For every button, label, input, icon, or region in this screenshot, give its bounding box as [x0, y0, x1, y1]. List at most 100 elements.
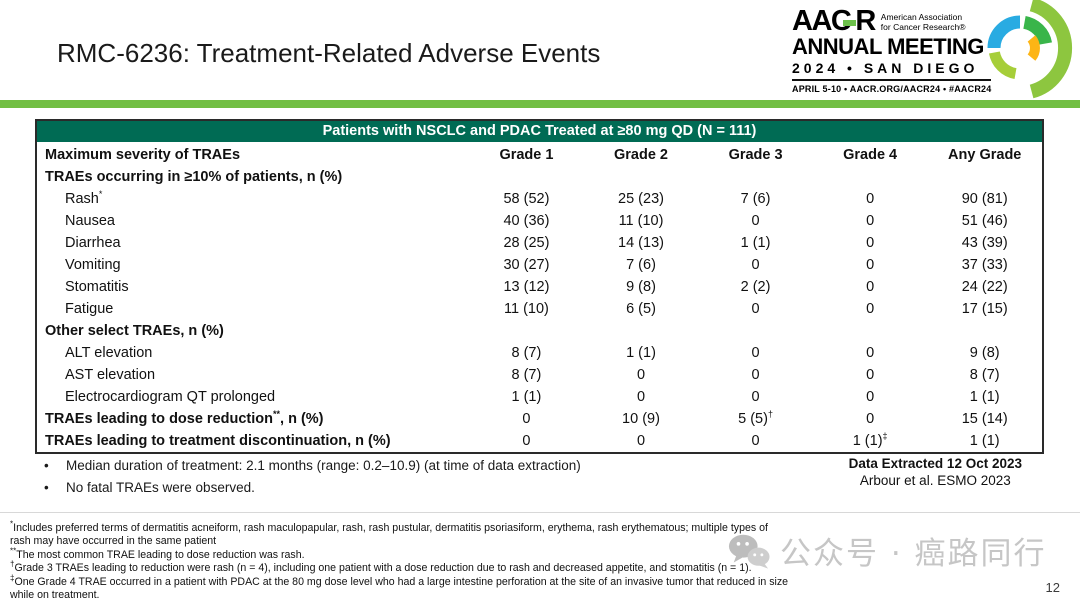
aacr-letters-right: R	[855, 5, 876, 37]
footnote: *Includes preferred terms of dermatitis …	[10, 519, 768, 548]
row-label: AST elevation	[65, 367, 156, 383]
header-grade1: Grade 1	[499, 147, 554, 163]
row-value: 8 (7)	[511, 367, 542, 383]
watermark: 公众号 · 癌路同行	[728, 528, 1047, 573]
row-value: 0	[866, 257, 875, 273]
association-line2: for Cancer Research®	[880, 22, 966, 33]
row-label: Vomiting	[65, 257, 121, 273]
green-accent-bar	[0, 100, 1080, 108]
row-value: 0	[751, 433, 760, 449]
row-value: 43 (39)	[961, 235, 1008, 251]
table-row: ALT elevation 8 (7) 1 (1) 0 0 9 (8)	[37, 342, 1042, 364]
row-value: 0	[866, 411, 875, 427]
row-value: 8 (7)	[511, 345, 542, 361]
row-value: 0	[751, 345, 760, 361]
row-value: 0	[522, 433, 531, 449]
row-label: TRAEs occurring in ≥10% of patients, n (…	[45, 169, 343, 185]
row-label: Diarrhea	[65, 235, 121, 251]
header-grade4: Grade 4	[843, 147, 898, 163]
row-value: 1 (1)	[511, 389, 542, 405]
row-value: 2 (2)	[740, 279, 771, 295]
table-header-row: Maximum severity of TRAEs Grade 1 Grade …	[37, 144, 1042, 166]
row-value: 9 (8)	[626, 279, 656, 295]
note-bullet: Median duration of treatment: 2.1 months…	[44, 458, 581, 473]
data-extracted-date: Data Extracted 12 Oct 2023	[848, 456, 1022, 471]
row-value: 14 (13)	[618, 235, 664, 251]
slide-title: RMC-6236: Treatment-Related Adverse Even…	[57, 38, 601, 68]
aacr-pinwheel-icon	[987, 0, 1073, 99]
row-label: Stomatitis	[65, 279, 129, 295]
aacr-logo: AAC R American Association for Cancer Res…	[780, 0, 1076, 99]
table-row: Vomiting 30 (27) 7 (6) 0 0 37 (33)	[37, 254, 1042, 276]
row-value: 0	[751, 367, 760, 383]
year-city-text: 2024 • SAN DIEGO	[792, 60, 992, 81]
page-number: 12	[1045, 580, 1060, 595]
trae-table: Patients with NSCLC and PDAC Treated at …	[35, 119, 1044, 454]
aacr-green-dash-icon	[843, 19, 857, 26]
row-value: 0	[636, 433, 646, 449]
row-value	[698, 166, 813, 188]
row-value: 1 (1)	[969, 389, 1000, 405]
row-value	[927, 320, 1042, 342]
footnotes-block: *Includes preferred terms of dermatitis …	[10, 519, 790, 602]
row-value: 6 (5)	[626, 301, 656, 317]
row-value: 15 (14)	[961, 411, 1008, 427]
row-label: Rash*	[65, 189, 103, 207]
row-value: 0	[751, 301, 760, 317]
row-value: 11 (10)	[504, 301, 549, 317]
row-value	[469, 320, 584, 342]
row-value: 0	[866, 367, 875, 383]
row-value	[813, 166, 928, 188]
row-value: 51 (46)	[961, 213, 1008, 229]
row-value: 1 (1)	[969, 433, 1000, 449]
row-value: 7 (6)	[626, 257, 656, 273]
row-label: Other select TRAEs, n (%)	[45, 323, 224, 339]
row-value: 13 (12)	[503, 279, 550, 295]
row-value: 1 (1)	[626, 345, 656, 361]
row-value: 0	[866, 213, 875, 229]
row-value: 0	[751, 213, 760, 229]
association-line1: American Association	[880, 12, 963, 22]
row-value: 0	[866, 345, 875, 361]
aacr-wordmark: AAC R	[792, 5, 876, 37]
row-value: 9 (8)	[969, 345, 1000, 361]
row-value: 0	[751, 257, 760, 273]
table-row: Diarrhea 28 (25) 14 (13) 1 (1) 0 43 (39)	[37, 232, 1042, 254]
aacr-wordmark-block: AAC R American Association for Cancer Res…	[792, 5, 992, 94]
row-value: 8 (7)	[969, 367, 1000, 383]
row-value	[927, 166, 1042, 188]
row-value: 17 (15)	[961, 301, 1008, 317]
table-row: Rash* 58 (52) 25 (23) 7 (6) 0 90 (81)	[37, 188, 1042, 210]
table-row: Fatigue 11 (10) 6 (5) 0 0 17 (15)	[37, 298, 1042, 320]
row-value: 40 (36)	[503, 213, 550, 229]
header-label: Maximum severity of TRAEs	[45, 147, 241, 163]
aacr-letters-left: AAC	[792, 5, 852, 37]
header-any-grade: Any Grade	[948, 147, 1022, 163]
row-value: 0	[636, 389, 646, 405]
row-value	[584, 320, 699, 342]
footnote: **The most common TRAE leading to dose r…	[10, 546, 305, 561]
row-value	[813, 320, 928, 342]
row-value: 0	[866, 279, 875, 295]
row-label: Fatigue	[65, 301, 114, 317]
row-value: 0	[751, 389, 760, 405]
footnote-divider	[0, 512, 1080, 513]
row-value: 30 (27)	[503, 257, 550, 273]
row-value: 1 (1)	[740, 235, 771, 251]
row-label: Nausea	[65, 213, 115, 229]
row-value	[469, 166, 584, 188]
wechat-icon	[728, 534, 770, 569]
row-value: 0	[522, 411, 531, 427]
row-value: 10 (9)	[622, 411, 660, 427]
row-label: TRAEs leading to dose reduction**, n (%)	[45, 409, 324, 427]
row-value: 5 (5)†	[738, 409, 773, 427]
footnote: ‡One Grade 4 TRAE occurred in a patient …	[10, 573, 789, 602]
table-banner: Patients with NSCLC and PDAC Treated at …	[37, 121, 1042, 144]
notes-list: Median duration of treatment: 2.1 months…	[44, 458, 581, 502]
table-row: AST elevation 8 (7) 0 0 0 8 (7)	[37, 364, 1042, 386]
table-row: TRAEs leading to dose reduction**, n (%)…	[37, 408, 1042, 430]
note-bullet: No fatal TRAEs were observed.	[44, 480, 581, 495]
trae-data-table: Maximum severity of TRAEs Grade 1 Grade …	[37, 144, 1042, 452]
meeting-details-text: APRIL 5-10 • AACR.ORG/AACR24 • #AACR24	[792, 83, 992, 94]
row-label: Electrocardiogram QT prolonged	[65, 389, 276, 405]
